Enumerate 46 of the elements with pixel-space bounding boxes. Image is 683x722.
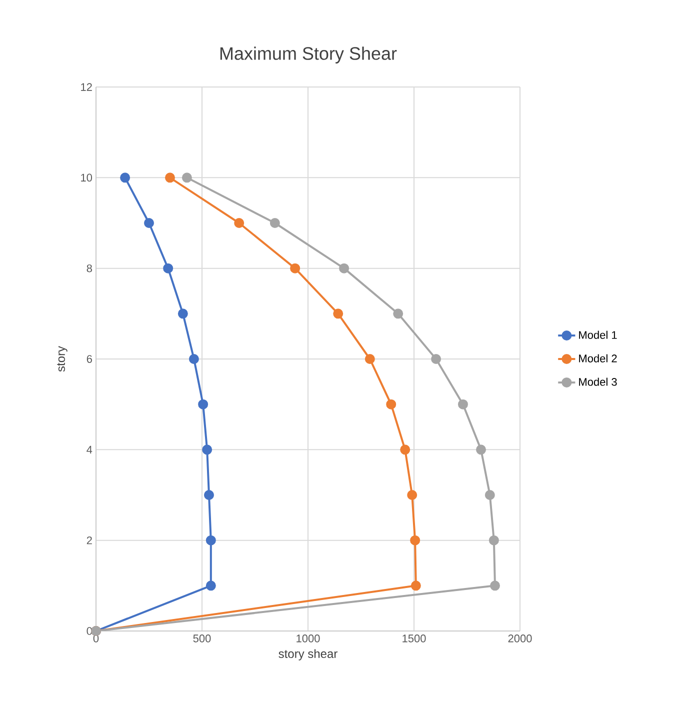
point xyxy=(476,444,486,455)
point xyxy=(393,308,404,319)
point xyxy=(364,354,375,364)
y-tick-label: 8 xyxy=(86,264,92,272)
y-tick-label: 2 xyxy=(86,536,92,544)
x-tick-label: 1000 xyxy=(296,634,320,642)
y-axis-title: story xyxy=(57,346,68,372)
x-tick-label: 500 xyxy=(193,634,211,642)
point xyxy=(484,490,495,500)
point xyxy=(120,172,130,183)
point xyxy=(431,354,442,364)
point xyxy=(164,172,175,183)
point xyxy=(407,490,418,500)
x-tick-label: 2000 xyxy=(508,634,532,642)
legend-label: Model 3 xyxy=(579,378,617,386)
x-tick-label: 1500 xyxy=(402,634,426,642)
point xyxy=(339,263,350,274)
point xyxy=(182,172,192,183)
point xyxy=(234,218,244,228)
point xyxy=(206,535,216,546)
point xyxy=(163,263,174,274)
point xyxy=(270,218,280,228)
point xyxy=(178,308,188,319)
point xyxy=(488,535,499,546)
x-axis-title: story shear xyxy=(278,649,338,660)
point xyxy=(204,490,214,500)
legend-label: Model 2 xyxy=(579,354,617,362)
y-tick-label: 6 xyxy=(86,355,92,363)
point xyxy=(458,399,468,410)
point xyxy=(410,580,421,591)
point xyxy=(206,580,216,591)
point xyxy=(410,535,420,546)
point xyxy=(188,354,199,364)
chart-title: Maximum Story Shear xyxy=(220,46,397,64)
point xyxy=(333,308,344,319)
point xyxy=(386,399,396,410)
point xyxy=(198,399,208,410)
legend-label: Model 1 xyxy=(579,330,617,339)
point xyxy=(202,444,212,455)
point xyxy=(490,580,500,591)
y-tick-label: 10 xyxy=(81,174,92,182)
y-tick-label: 4 xyxy=(86,446,92,454)
point xyxy=(290,263,300,274)
point xyxy=(400,444,410,455)
y-tick-label: 12 xyxy=(81,83,92,91)
point xyxy=(144,218,154,228)
